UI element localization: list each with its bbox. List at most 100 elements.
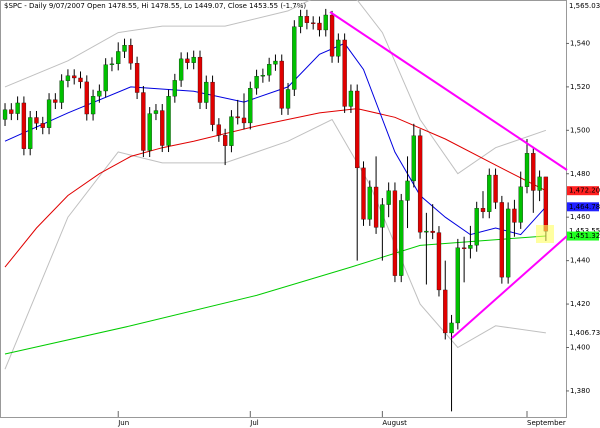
price-label: 1,453.55 <box>569 227 600 235</box>
candle-body <box>524 153 530 187</box>
candle-body <box>342 39 347 107</box>
price-label-box <box>567 231 599 241</box>
candle-body <box>474 208 479 246</box>
candle-body <box>487 174 492 212</box>
candle-body <box>53 99 58 103</box>
candle-body <box>279 60 284 109</box>
candle-body <box>518 186 523 223</box>
candles-layer <box>2 8 549 412</box>
candle-body <box>468 245 473 249</box>
candle-body <box>34 117 39 124</box>
highlight-box <box>536 225 554 243</box>
candle-body <box>512 208 517 223</box>
candle-body <box>128 45 133 64</box>
candle-body <box>348 90 354 107</box>
candle-body <box>298 16 303 27</box>
candle-body <box>543 176 549 232</box>
candle-body <box>109 63 115 66</box>
candle-body <box>292 26 297 90</box>
candle-body <box>273 60 278 65</box>
candle-body <box>430 230 435 233</box>
price-label-box <box>567 226 599 236</box>
y-tick-label: 1,440 <box>570 257 590 265</box>
candle-body <box>141 92 146 151</box>
candle-body <box>204 81 209 103</box>
candle-body <box>78 77 83 83</box>
candle-body <box>531 153 536 191</box>
candle-body <box>443 289 448 334</box>
grid-layer <box>117 42 569 417</box>
y-tick-label: 1,380 <box>570 387 590 395</box>
indicator-line <box>4 118 546 370</box>
candle-body <box>267 64 272 76</box>
price-label: 1,565.03 <box>569 2 600 10</box>
candle-body <box>172 80 177 97</box>
candle-body <box>405 180 410 201</box>
candle-body <box>285 89 291 109</box>
candle-body <box>449 322 454 334</box>
candle-body <box>2 109 8 120</box>
candle-body <box>323 14 328 31</box>
candle-body <box>28 117 33 149</box>
x-tick-label: August <box>382 419 407 427</box>
candle-body <box>505 208 511 278</box>
x-tick-label: Jun <box>117 419 129 427</box>
candle-body <box>399 200 404 276</box>
y-tick-label: 1,500 <box>570 126 590 134</box>
y-tick-label: 1,540 <box>570 39 590 47</box>
candle-body <box>241 117 247 124</box>
x-tick-label: September <box>527 419 566 427</box>
candle-body <box>122 45 127 52</box>
candle-body <box>480 208 486 212</box>
candle-body <box>222 135 228 146</box>
candle-body <box>311 22 316 24</box>
candle-body <box>537 176 542 191</box>
candle-body <box>21 102 27 149</box>
y-tick-label: 1,420 <box>570 300 590 308</box>
candle-body <box>166 96 171 146</box>
y-tick-label: 1,400 <box>570 344 590 352</box>
trend-line-lower <box>451 235 568 339</box>
price-label: 1,451.32 <box>569 232 600 240</box>
candle-body <box>72 75 77 79</box>
price-label-box <box>567 328 599 338</box>
candle-body <box>178 58 184 81</box>
candle-body <box>392 190 398 276</box>
candle-body <box>116 51 121 65</box>
candle-body <box>84 81 89 115</box>
price-label: 1,464.78 <box>569 203 600 211</box>
candle-body <box>134 63 140 93</box>
candle-body <box>361 167 366 220</box>
trend-line-upper <box>329 11 568 171</box>
candle-body <box>248 88 253 124</box>
candle-body <box>455 247 460 324</box>
plot-frame <box>0 0 567 418</box>
candle-body <box>260 74 266 77</box>
candle-body <box>424 230 429 233</box>
candle-body <box>386 190 391 205</box>
candle-body <box>367 186 372 220</box>
candle-body <box>15 102 20 114</box>
indicator-line <box>4 235 546 355</box>
indicator-line <box>4 108 547 268</box>
candle-body <box>210 81 215 125</box>
candle-body <box>46 99 52 128</box>
candle-body <box>417 135 423 233</box>
candle-body <box>9 109 14 114</box>
candle-body <box>380 204 385 228</box>
y-tick-label: 1,480 <box>570 170 590 178</box>
candle-body <box>90 96 96 115</box>
chart-title: $SPC - Daily 9/07/2007 Open 1478.55, Hi … <box>4 2 306 10</box>
candle-body <box>336 39 341 57</box>
candle-body <box>103 64 108 92</box>
price-label-box <box>567 202 599 212</box>
price-label: 1,406.73 <box>569 329 600 337</box>
candle-body <box>229 116 234 146</box>
candle-body <box>235 116 240 119</box>
candle-body <box>185 58 190 63</box>
candle-body <box>461 247 467 249</box>
candle-body <box>355 90 360 169</box>
y-tick-label: 1,460 <box>570 213 590 221</box>
candle-body <box>254 76 259 89</box>
